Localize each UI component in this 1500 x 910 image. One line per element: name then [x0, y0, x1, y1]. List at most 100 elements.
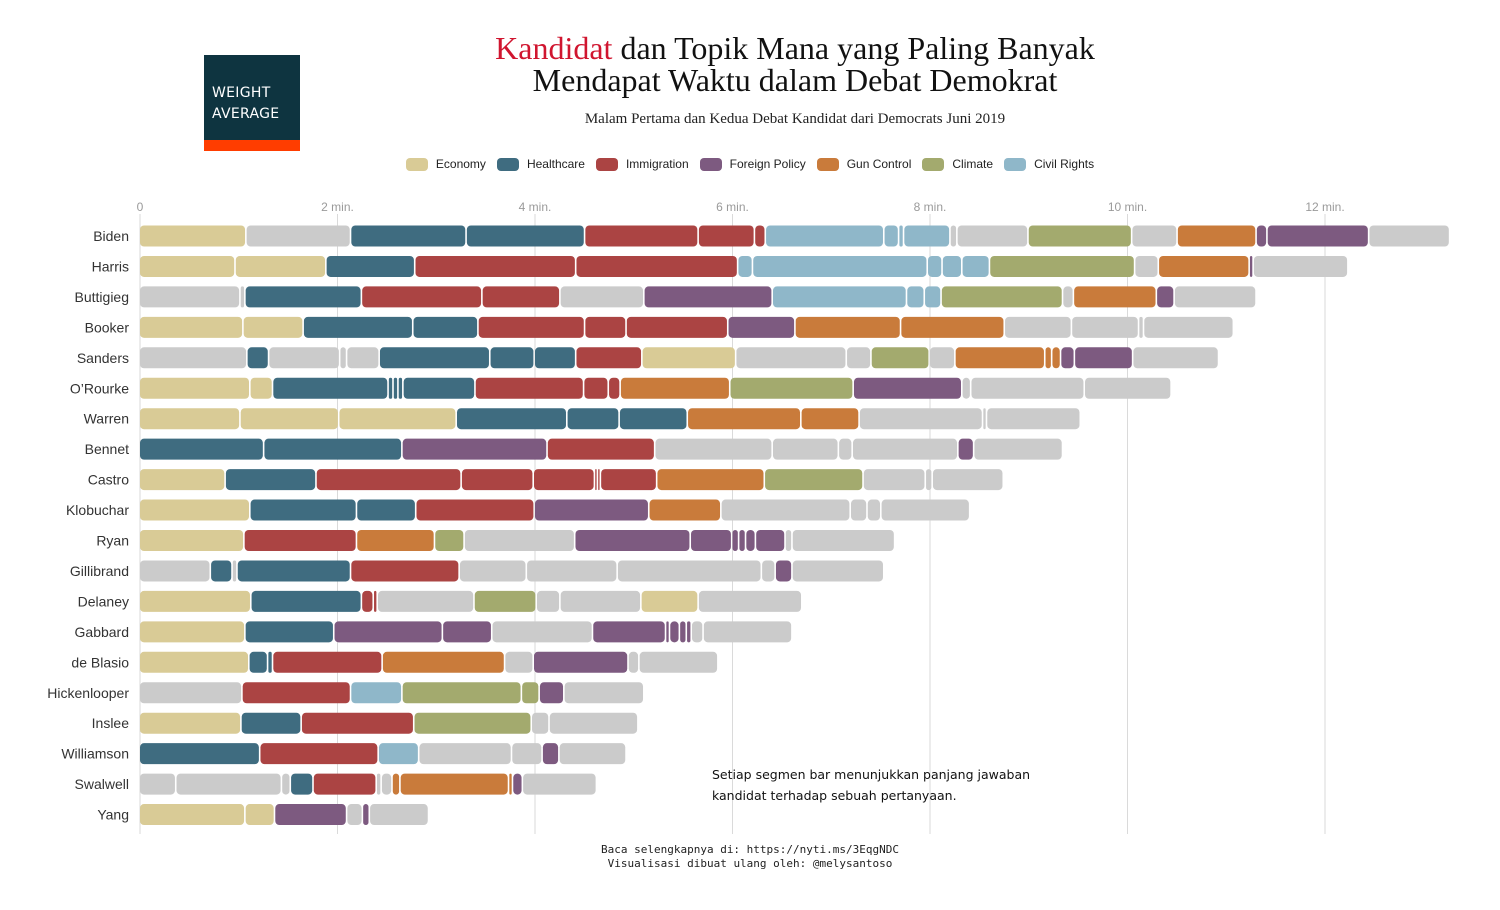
bar-segment-other [762, 560, 775, 582]
bar-segment-climate [402, 682, 521, 704]
bar-segment-civil-rights [962, 255, 989, 277]
bar-segment-healthcare [388, 377, 393, 399]
candidate-bar [140, 316, 1233, 338]
bar-segment-foreign-policy [513, 773, 522, 795]
bar-segment-immigration [576, 255, 737, 277]
bar-segment-gun-control [1177, 225, 1256, 247]
bar-segment-foreign-policy [691, 530, 731, 551]
bar-segment-immigration [601, 469, 656, 491]
legend-swatch [405, 157, 428, 171]
bar-segment-foreign-policy [775, 560, 792, 582]
logo-line-1: WEIGHT [212, 85, 271, 101]
bar-segment-gun-control [901, 316, 1004, 338]
bar-segment-foreign-policy [534, 651, 628, 673]
x-tick-label: 12 min. [1305, 200, 1344, 214]
annotation-note: Setiap segmen bar menunjukkan panjang ja… [712, 764, 1072, 806]
bar-segment-healthcare [456, 408, 566, 430]
bar-segment-foreign-policy [644, 286, 772, 308]
candidate-label: Biden [93, 228, 129, 244]
bar-segment-immigration [416, 499, 534, 521]
bar-segment-other [347, 804, 362, 826]
bar-segment-immigration [534, 469, 594, 491]
bar-segment-civil-rights [738, 255, 752, 277]
candidate-bar [140, 590, 802, 612]
legend-label: Civil Rights [1034, 157, 1095, 171]
bar-segment-economy [140, 225, 246, 247]
bar-segment-immigration [609, 377, 620, 399]
candidate-bar [140, 377, 1171, 399]
bar-segment-economy [240, 408, 338, 430]
bar-segment-foreign-policy [853, 377, 961, 399]
bar-segment-economy [140, 255, 235, 277]
bar-segment-healthcare [264, 438, 402, 460]
bar-segment-climate [522, 682, 539, 704]
bar-segment-healthcare [351, 225, 466, 247]
bar-segment-other [560, 590, 641, 612]
bar-segment-climate [941, 286, 1062, 308]
bar-segment-other [1072, 316, 1138, 338]
bar-segment-foreign-policy [680, 621, 686, 643]
bar-segment-immigration [244, 530, 356, 551]
legend-item-foreign-policy: Foreign Policy [699, 157, 806, 171]
bar-segment-foreign-policy [593, 621, 665, 643]
legend-item-economy: Economy [405, 157, 486, 171]
x-tick-label: 10 min. [1108, 200, 1147, 214]
candidate-label: Klobuchar [66, 502, 129, 518]
bar-segment-other [340, 347, 346, 369]
bar-segment-other [950, 225, 957, 247]
chart-title-rest: dan Topik Mana yang Paling Banyak [612, 30, 1095, 66]
bar-segment-other [785, 530, 792, 551]
bar-segment-other [527, 560, 617, 582]
bar-segment-gun-control [1052, 347, 1060, 369]
bar-segment-other [381, 773, 392, 795]
bar-segment-other [867, 499, 881, 521]
legend-swatch [1004, 157, 1027, 171]
bar-segment-healthcare [251, 590, 361, 612]
candidate-bar [140, 469, 1003, 491]
candidate-label: Booker [85, 319, 130, 335]
bar-segment-immigration [626, 316, 727, 338]
candidate-label: de Blasio [71, 654, 129, 670]
bar-segment-foreign-policy [687, 621, 691, 643]
bar-segment-other [851, 499, 867, 521]
candidate-label: Gabbard [75, 624, 129, 640]
bar-segment-gun-control [688, 408, 801, 430]
legend-item-gun-control: Gun Control [816, 157, 911, 171]
x-tick-label: 0 [137, 200, 144, 214]
candidate-label: Harris [92, 258, 129, 274]
bar-segment-other [932, 469, 1003, 491]
candidate-bar [140, 225, 1449, 247]
candidate-bar [140, 743, 626, 765]
bar-segment-immigration [755, 225, 765, 247]
bar-segment-immigration [698, 225, 754, 247]
bar-segment-civil-rights [904, 225, 950, 247]
bar-segment-other [560, 286, 644, 308]
legend-item-climate: Climate [922, 157, 993, 171]
bar-segment-foreign-policy [575, 530, 690, 551]
bar-segment-other [140, 286, 240, 308]
bar-segment-immigration [374, 590, 377, 612]
bar-segment-other [863, 469, 925, 491]
bar-segment-other [736, 347, 846, 369]
bar-segment-economy [140, 408, 240, 430]
bar-segment-other [983, 408, 986, 430]
candidate-bar [140, 712, 638, 734]
bar-segment-immigration [585, 316, 626, 338]
bar-segment-immigration [584, 377, 608, 399]
candidate-bar [140, 773, 596, 795]
bar-segment-other [559, 743, 626, 765]
bar-segment-healthcare [619, 408, 687, 430]
bar-segment-foreign-policy [728, 316, 795, 338]
bar-segment-other [852, 438, 958, 460]
bar-segment-immigration [362, 590, 373, 612]
legend-swatch [699, 157, 722, 171]
bar-segment-other [847, 347, 871, 369]
bar-segment-gun-control [1045, 347, 1051, 369]
bar-segment-foreign-policy [1157, 286, 1174, 308]
x-tick-label: 2 min. [321, 200, 354, 214]
bar-segment-healthcare [211, 560, 232, 582]
bar-segment-gun-control [357, 530, 434, 551]
legend-swatch [922, 157, 945, 171]
bar-segment-gun-control [620, 377, 729, 399]
bar-segment-other [1139, 316, 1143, 338]
